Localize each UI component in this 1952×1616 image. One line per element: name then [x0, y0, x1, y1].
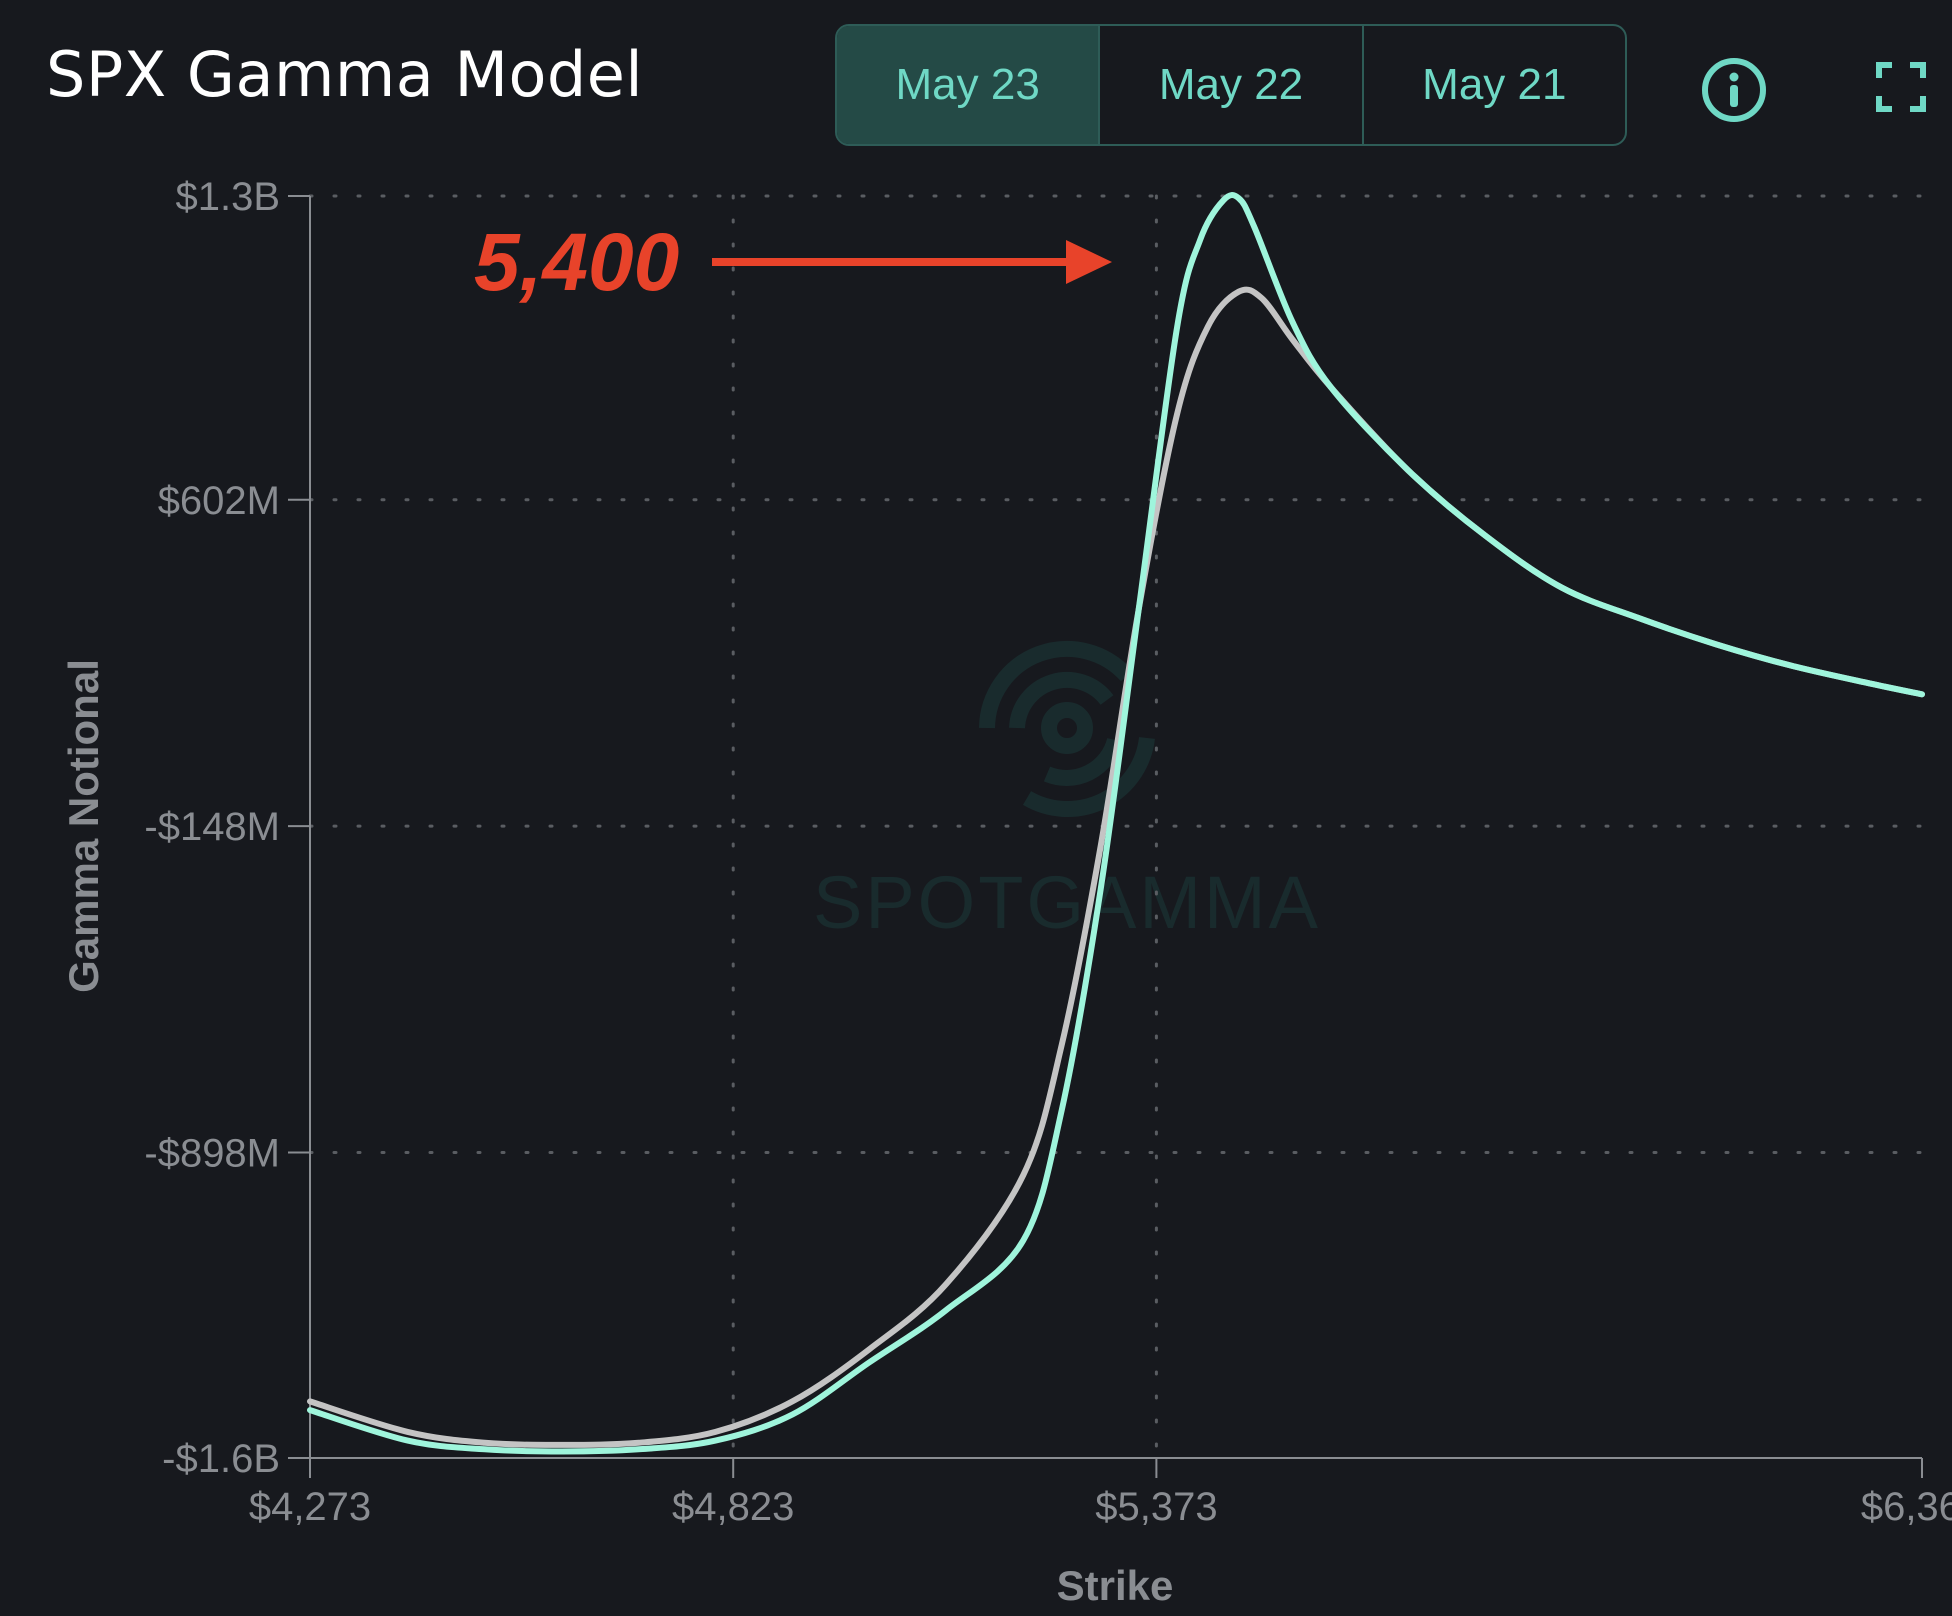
watermark-logo: SPOTGAMMA — [813, 640, 1321, 944]
y-tick-label: -$1.6B — [162, 1437, 280, 1481]
axes — [288, 195, 1923, 1478]
tab-may-21[interactable]: May 21 — [1422, 60, 1567, 109]
x-tick-label: $5,373 — [1095, 1485, 1217, 1529]
x-axis-title: Strike — [1057, 1562, 1174, 1609]
page-title: SPX Gamma Model — [46, 38, 644, 111]
info-icon[interactable] — [1700, 56, 1768, 124]
annotation-label: 5,400 — [474, 217, 679, 308]
fullscreen-icon[interactable] — [1876, 62, 1926, 112]
axis-labels: $1.3B $602M -$148M -$898M -$1.6B$4,273 $4,823… — [60, 175, 1952, 1609]
y-tick-label: -$898M — [144, 1132, 280, 1176]
grid-lines — [308, 194, 1924, 1460]
annotation: 5,400 — [474, 217, 1112, 308]
x-tick-label: $6,368 — [1861, 1485, 1952, 1529]
y-axis-title: Gamma Notional — [60, 659, 107, 993]
y-tick-label: -$148M — [144, 805, 280, 849]
series-layer — [307, 192, 1925, 1455]
tab-may-23[interactable]: May 23 — [837, 26, 1101, 144]
watermark-text: SPOTGAMMA — [813, 861, 1321, 944]
tab-may-22[interactable]: May 22 — [1100, 26, 1364, 144]
annotation-arrow-head — [1066, 240, 1112, 284]
x-tick-label: $4,273 — [249, 1485, 371, 1529]
y-tick-label: $1.3B — [175, 175, 280, 219]
y-tick-label: $602M — [158, 479, 280, 523]
series-line-1 — [307, 192, 1925, 1455]
date-tabs: May 23 May 22 May 21 — [835, 24, 1627, 146]
x-tick-label: $4,823 — [672, 1485, 794, 1529]
